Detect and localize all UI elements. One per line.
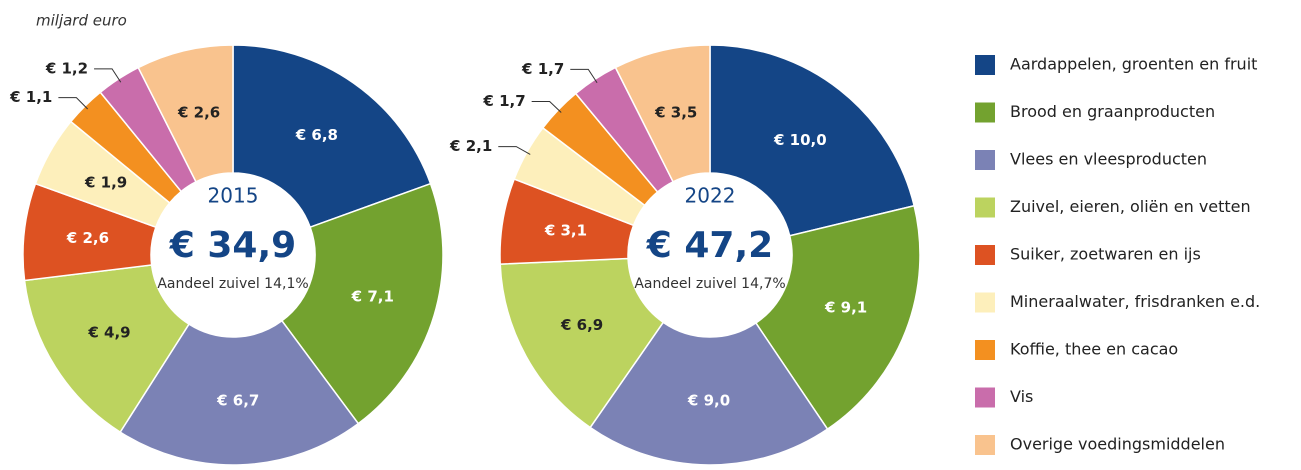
legend-label: Overige voedingsmiddelen: [1010, 435, 1225, 454]
legend-swatch: [975, 197, 995, 218]
value-label: € 7,1: [351, 288, 394, 306]
value-label: € 4,9: [87, 323, 130, 341]
value-label: € 10,0: [773, 131, 827, 149]
value-label: € 3,1: [544, 222, 587, 240]
value-label: € 1,1: [9, 88, 52, 106]
value-label: € 3,5: [654, 103, 697, 121]
leader-line: [94, 68, 122, 83]
value-label: € 2,6: [66, 229, 109, 247]
legend-label: Aardappelen, groenten en fruit: [1010, 55, 1257, 74]
donut-segment: [709, 44, 916, 237]
legend-swatch: [975, 245, 995, 265]
donut-segment: [280, 182, 444, 425]
share-label: Aandeel zuivel 14,1%: [157, 276, 308, 292]
value-label: € 9,1: [824, 298, 867, 316]
legend-label: Mineraalwater, frisdranken e.d.: [1010, 292, 1260, 311]
share-label: Aandeel zuivel 14,7%: [634, 276, 785, 292]
legend-label: Vlees en vleesproducten: [1010, 150, 1207, 169]
subtitle: miljard euro: [36, 12, 127, 30]
legend-label: Brood en graanproducten: [1010, 102, 1215, 121]
leader-line: [531, 100, 562, 113]
donut-segment: [23, 264, 190, 434]
donut-segment: [754, 204, 921, 431]
legend-swatch: [975, 387, 995, 408]
legend-label: Zuivel, eieren, oliën en vetten: [1010, 197, 1251, 216]
value-label: € 1,2: [45, 59, 88, 77]
donut-segment: [137, 44, 234, 183]
legend-label: Koffie, thee en cacao: [1010, 340, 1178, 359]
legend-swatch: [975, 102, 995, 123]
value-label: € 2,1: [449, 137, 492, 155]
year-label: 2022: [685, 184, 736, 208]
legend-swatch: [975, 340, 995, 360]
donut-segment: [119, 319, 360, 466]
value-label: € 6,8: [295, 126, 338, 144]
leader-line: [498, 146, 531, 155]
donut-segment: [589, 321, 829, 466]
legend-label: Vis: [1010, 387, 1033, 406]
donut-segment: [232, 44, 432, 229]
value-label: € 2,6: [177, 103, 220, 121]
value-label: € 6,9: [560, 316, 603, 334]
value-label: € 1,7: [482, 92, 525, 110]
legend-swatch: [975, 55, 995, 75]
year-label: 2015: [208, 184, 259, 208]
leader-line: [58, 97, 89, 110]
legend-swatch: [975, 292, 995, 313]
value-label: € 1,9: [84, 173, 127, 191]
donut-segment: [499, 257, 665, 429]
leader-line: [570, 68, 598, 83]
value-label: € 9,0: [687, 391, 730, 409]
legend-swatch: [975, 150, 995, 170]
total-label: € 47,2: [646, 225, 773, 266]
value-label: € 1,7: [521, 60, 564, 78]
legend-swatch: [975, 435, 995, 455]
value-label: € 6,7: [216, 391, 259, 409]
legend-label: Suiker, zoetwaren en ijs: [1010, 245, 1201, 264]
total-label: € 34,9: [169, 225, 296, 266]
donut-segment: [614, 44, 711, 183]
